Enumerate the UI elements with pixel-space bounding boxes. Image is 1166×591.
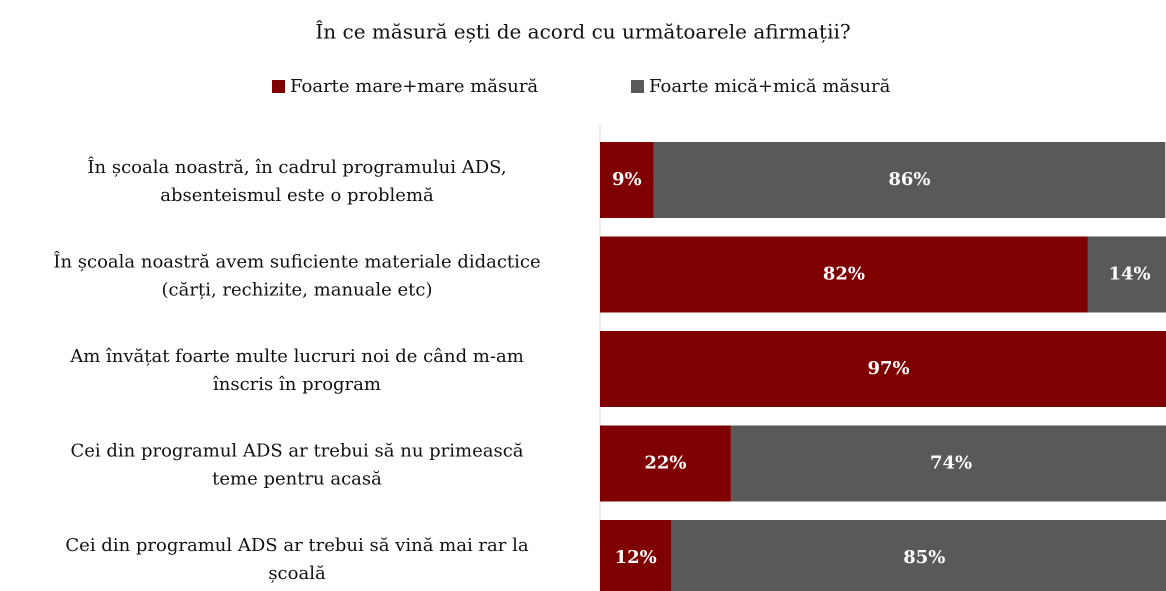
value-label: 14% — [1108, 264, 1150, 285]
bar-segment — [730, 425, 1166, 502]
bar-segment — [600, 142, 654, 218]
value-label: 97% — [867, 358, 909, 379]
value-label: 74% — [930, 453, 972, 474]
category-label: (cărți, rechizite, manuale etc) — [162, 280, 433, 301]
bar-segment — [671, 520, 1166, 591]
legend-label: Foarte mare+mare măsură — [290, 76, 538, 97]
category-label: Cei din programul ADS ar trebui să nu pr… — [70, 441, 523, 462]
bar-segment — [1087, 236, 1166, 313]
legend-swatch — [631, 80, 644, 93]
category-label: În școala noastră avem suficiente materi… — [53, 250, 540, 273]
value-label: 82% — [823, 264, 865, 285]
category-label: teme pentru acasă — [212, 469, 382, 490]
category-label: Cei din programul ADS ar trebui să vină … — [65, 535, 528, 556]
legend-swatch — [272, 80, 285, 93]
category-label: absenteismul este o problemă — [160, 185, 434, 206]
chart-title: În ce măsură ești de acord cu următoarel… — [315, 20, 850, 44]
category-label: În școala noastră, în cadrul programului… — [87, 155, 506, 178]
value-label: 12% — [615, 547, 657, 568]
category-label: Am învățat foarte multe lucruri noi de c… — [69, 346, 524, 367]
value-label: 22% — [644, 453, 686, 474]
bar-segment — [600, 520, 672, 591]
value-label: 9% — [612, 169, 642, 190]
bar-segment — [653, 142, 1166, 218]
category-label: înscris în program — [213, 374, 381, 395]
bar-segment — [600, 236, 1088, 313]
bar-segment — [600, 425, 731, 502]
value-label: 85% — [903, 547, 945, 568]
value-label: 86% — [888, 169, 930, 190]
category-label: școală — [268, 563, 326, 584]
bar-segment — [600, 331, 1166, 407]
legend-label: Foarte mică+mică măsură — [649, 76, 891, 97]
